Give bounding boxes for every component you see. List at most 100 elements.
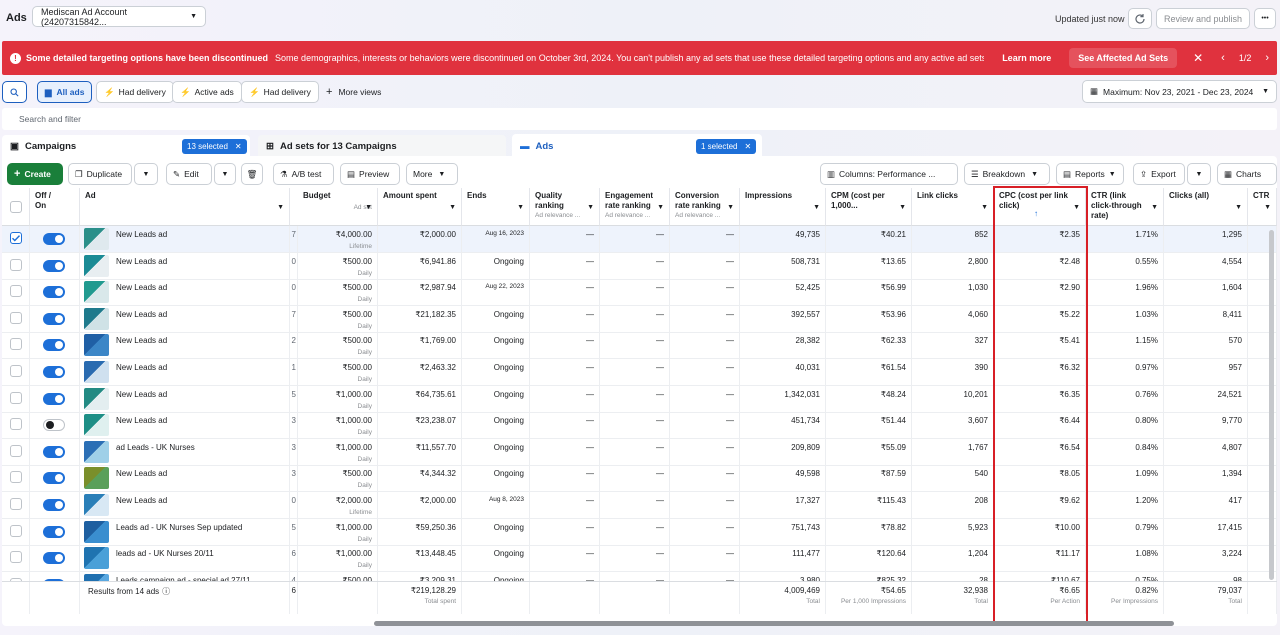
budget-cell[interactable]: ₹500.00 Daily [298,465,378,492]
ad-name[interactable]: New Leads ad [116,363,168,372]
budget-cell[interactable]: ₹1,000.00 Daily [298,545,378,572]
header-ctr[interactable]: CTR (link click-through rate) ▼ [1086,188,1164,226]
delivery-toggle[interactable] [43,286,65,299]
header-link-clicks[interactable]: Link clicks ▼ [912,188,994,226]
delivery-toggle[interactable] [43,339,65,352]
ad-name-cell[interactable]: New Leads ad [80,226,290,252]
edit-button[interactable]: ✎ Edit [166,163,212,185]
delete-button[interactable]: 🗑 [241,163,263,185]
columns-button[interactable]: ▥ Columns: Performance ... [820,163,958,185]
row-select-cell[interactable] [2,279,30,306]
delivery-toggle[interactable] [43,525,65,538]
ad-name-cell[interactable]: Leads ad - UK Nurses Sep updated [80,518,290,545]
ad-name-cell[interactable]: New Leads ad [80,385,290,412]
ad-name[interactable]: New Leads ad [116,469,168,479]
learn-more-link[interactable]: Learn more [1002,53,1052,63]
ad-name[interactable]: New Leads ad [116,309,168,319]
header-conversion-ranking[interactable]: Conversion rate ranking Ad relevance ... ▼ [670,188,740,226]
edit-dropdown[interactable]: ▼ [214,163,236,185]
table-row[interactable]: New Leads ad 3 ₹1,000.00 Daily ₹23,238.07 Ong… [2,412,1277,440]
table-row[interactable]: New Leads ad 0 ₹2,000.00 Lifetime ₹2,000.00 A… [2,492,1277,519]
ad-name[interactable]: New Leads ad [116,496,168,505]
row-select-cell[interactable] [2,412,30,439]
chevron-right-icon[interactable]: › [1265,52,1269,64]
create-button[interactable]: + Create [7,163,63,185]
chevron-down-icon[interactable]: ▼ [1264,204,1271,211]
header-select-all[interactable] [2,188,30,226]
budget-cell[interactable]: ₹500.00 Daily [298,305,378,332]
chevron-down-icon[interactable]: ▼ [1151,204,1158,211]
view-chip-active-ads[interactable]: ⚡ Active ads [172,81,242,103]
ad-name-cell[interactable]: New Leads ad [80,332,290,359]
header-impressions[interactable]: Impressions ▼ [740,188,826,226]
chevron-down-icon[interactable]: ▼ [277,204,284,211]
ad-name[interactable]: New Leads ad [116,230,168,239]
ad-name[interactable]: New Leads ad [116,389,168,399]
chevron-down-icon[interactable]: ▼ [587,204,594,211]
table-row[interactable]: ad Leads - UK Nurses 3 ₹1,000.00 Daily ₹11,5… [2,438,1277,466]
row-checkbox[interactable] [10,232,22,244]
ad-name[interactable]: New Leads ad [116,336,168,346]
ad-name[interactable]: Leads campaign ad - special ad 27/11 [116,576,251,585]
preview-button[interactable]: ▤ Preview [340,163,400,185]
date-range-picker[interactable]: ▦ Maximum: Nov 23, 2021 - Dec 23, 2024 ▼ [1082,80,1277,103]
duplicate-dropdown[interactable]: ▼ [134,163,158,185]
chevron-down-icon[interactable]: ▼ [365,204,372,211]
close-icon[interactable]: ✕ [1193,51,1204,65]
table-row[interactable]: New Leads ad 5 ₹1,000.00 Daily ₹64,735.61 Ong… [2,385,1277,413]
header-ad[interactable]: Ad ▼ [80,188,290,226]
row-checkbox[interactable] [10,365,22,377]
delivery-toggle[interactable] [43,233,65,245]
budget-cell[interactable]: ₹1,000.00 Daily [298,385,378,412]
budget-cell[interactable]: ₹500.00 Daily [298,252,378,279]
ad-name-cell[interactable]: New Leads ad [80,465,290,492]
header-quality-ranking[interactable]: Quality ranking Ad relevance ... ▼ [530,188,600,226]
budget-cell[interactable]: ₹2,000.00 Lifetime [298,492,378,518]
ad-name-cell[interactable]: New Leads ad [80,492,290,518]
view-chip-had-delivery-2[interactable]: ⚡ Had delivery [241,81,319,103]
ad-name-cell[interactable]: New Leads ad [80,252,290,279]
row-checkbox[interactable] [10,311,22,324]
chevron-down-icon[interactable]: ▼ [1073,204,1080,211]
table-row[interactable]: New Leads ad 3 ₹500.00 Daily ₹4,344.32 Ongoin… [2,465,1277,493]
row-select-cell[interactable] [2,518,30,545]
view-chip-had-delivery[interactable]: ⚡ Had delivery [96,81,174,103]
table-row[interactable]: New Leads ad 0 ₹500.00 Daily ₹2,987.94 Aug 22… [2,279,1277,307]
export-button[interactable]: ⇪ Export [1133,163,1185,185]
close-icon[interactable]: ✕ [234,142,242,151]
delivery-toggle[interactable] [43,445,65,458]
more-actions-button[interactable]: More ▼ [406,163,458,185]
header-ends[interactable]: Ends ▼ [462,188,530,226]
budget-cell[interactable]: ₹4,000.00 Lifetime [298,226,378,252]
row-checkbox[interactable] [10,498,22,510]
ad-name[interactable]: Leads ad - UK Nurses Sep updated [116,522,243,532]
charts-button[interactable]: ▦ Charts [1217,163,1277,185]
header-engagement-ranking[interactable]: Engagement rate ranking Ad relevance ... ▼ [600,188,670,226]
close-icon[interactable]: ✕ [744,142,752,151]
search-button[interactable] [2,81,27,103]
budget-cell[interactable]: ₹1,000.00 Daily [298,438,378,465]
chevron-down-icon[interactable]: ▼ [981,204,988,211]
delivery-toggle[interactable] [43,366,65,378]
header-cpm[interactable]: CPM (cost per 1,000... ▼ [826,188,912,226]
ad-name-cell[interactable]: New Leads ad [80,359,290,385]
table-row[interactable]: New Leads ad 2 ₹500.00 Daily ₹1,769.00 Ongoin… [2,332,1277,360]
table-row[interactable]: Leads ad - UK Nurses Sep updated 5 ₹1,000.… [2,518,1277,546]
row-select-cell[interactable] [2,465,30,492]
ad-name[interactable]: New Leads ad [116,256,168,266]
ad-name[interactable]: New Leads ad [116,283,168,293]
chevron-left-icon[interactable]: ‹ [1221,52,1225,64]
horizontal-scrollbar[interactable] [374,621,1174,626]
row-select-cell[interactable] [2,305,30,332]
ad-name-cell[interactable]: New Leads ad [80,412,290,439]
ad-name-cell[interactable]: New Leads ad [80,305,290,332]
refresh-button[interactable] [1128,8,1152,29]
chevron-down-icon[interactable]: ▼ [517,204,524,211]
table-row[interactable]: New Leads ad 0 ₹500.00 Daily ₹6,941.86 Ongoin… [2,252,1277,280]
row-checkbox[interactable] [10,551,22,564]
row-select-cell[interactable] [2,545,30,572]
budget-cell[interactable]: ₹500.00 Daily [298,279,378,306]
delivery-toggle[interactable] [43,312,65,325]
ad-name[interactable]: leads ad - UK Nurses 20/11 [116,549,214,559]
ad-name-cell[interactable]: ad Leads - UK Nurses [80,438,290,465]
